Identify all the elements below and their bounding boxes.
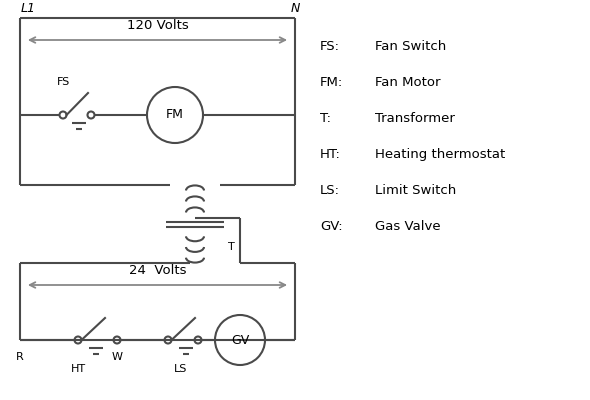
Text: Gas Valve: Gas Valve	[375, 220, 441, 233]
Text: R: R	[16, 352, 24, 362]
Text: Limit Switch: Limit Switch	[375, 184, 456, 197]
Text: HT: HT	[70, 364, 86, 374]
Text: 24  Volts: 24 Volts	[129, 264, 186, 277]
Text: LS:: LS:	[320, 184, 340, 197]
Text: HT:: HT:	[320, 148, 341, 161]
Text: Heating thermostat: Heating thermostat	[375, 148, 505, 161]
Text: Fan Motor: Fan Motor	[375, 76, 441, 89]
Text: GV: GV	[231, 334, 249, 346]
Text: 120 Volts: 120 Volts	[127, 19, 188, 32]
Text: N: N	[290, 2, 300, 15]
Text: FM: FM	[166, 108, 184, 122]
Text: LS: LS	[174, 364, 188, 374]
Text: W: W	[112, 352, 123, 362]
Text: FS:: FS:	[320, 40, 340, 53]
Text: Transformer: Transformer	[375, 112, 455, 125]
Text: T:: T:	[320, 112, 331, 125]
Text: GV:: GV:	[320, 220, 343, 233]
Text: FM:: FM:	[320, 76, 343, 89]
Text: FS: FS	[57, 77, 70, 87]
Text: T: T	[228, 242, 235, 252]
Text: Fan Switch: Fan Switch	[375, 40, 446, 53]
Text: L1: L1	[21, 2, 36, 15]
